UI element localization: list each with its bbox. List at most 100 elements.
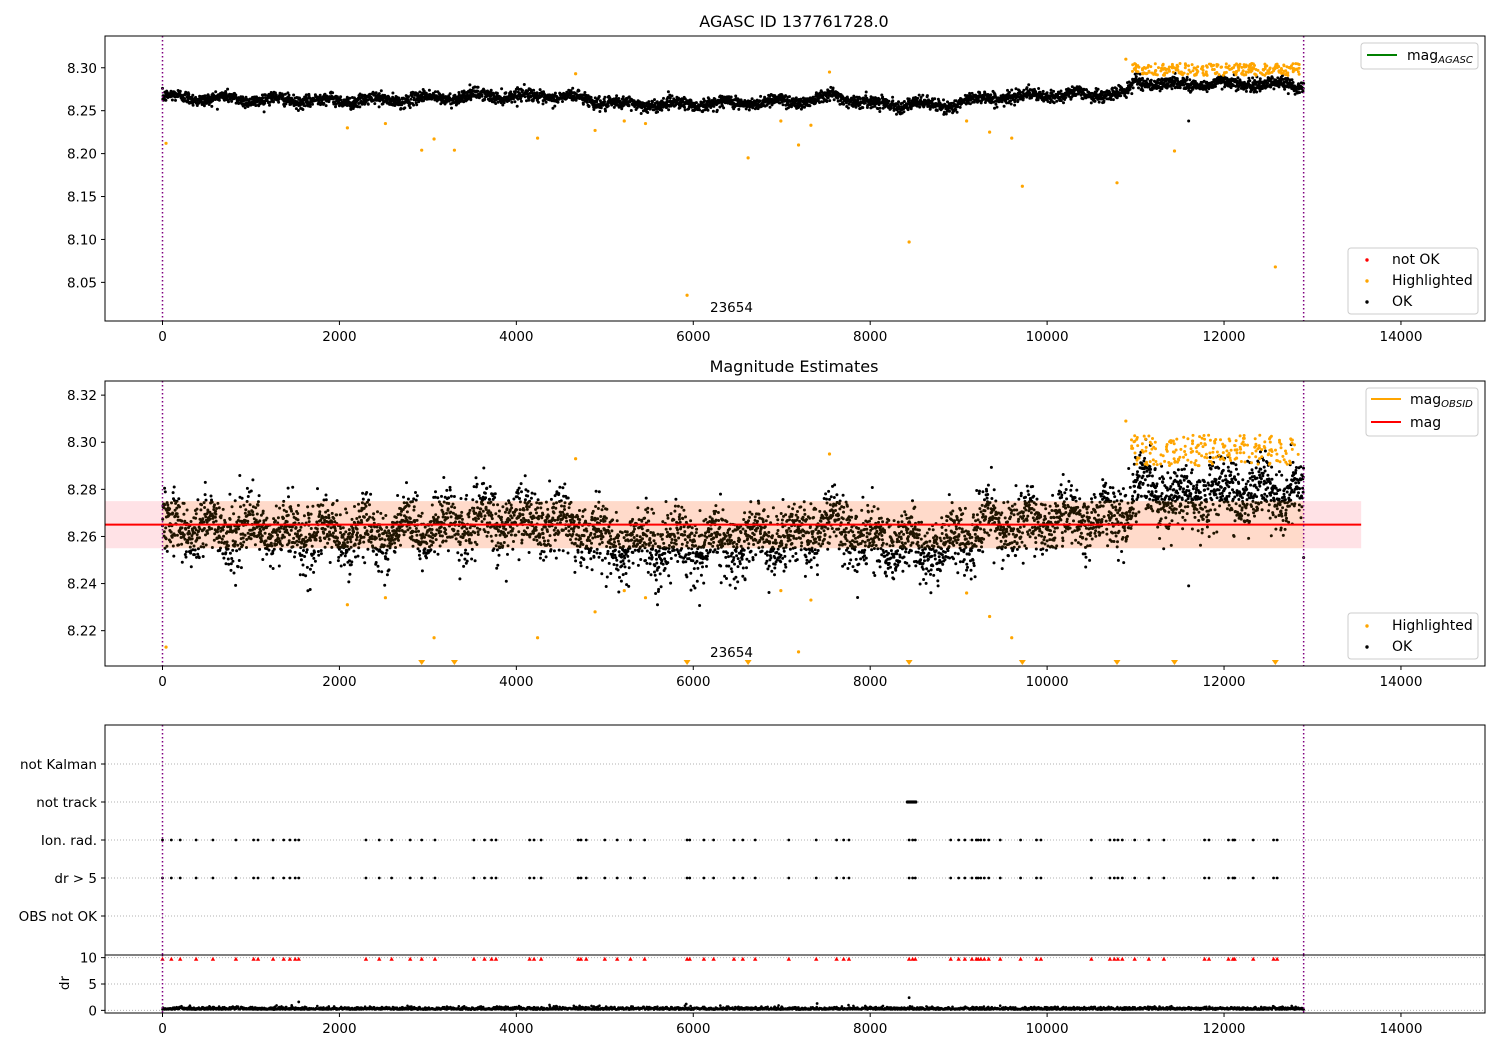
highlighted-point: [1115, 181, 1119, 185]
ok-point: [653, 98, 656, 102]
highlighted-point: [1277, 70, 1281, 74]
ok-point: [268, 564, 272, 568]
ok-point: [956, 105, 960, 109]
ok-point: [468, 83, 472, 87]
ok-point: [581, 102, 585, 106]
highlighted-point: [1179, 72, 1183, 75]
ok-point: [1052, 89, 1056, 93]
ok-point: [1009, 99, 1013, 103]
ok-point: [476, 85, 480, 89]
ok-point: [308, 105, 312, 108]
ok-point: [292, 93, 296, 97]
ok-point: [1205, 90, 1209, 94]
ok-point: [1141, 89, 1145, 92]
highlighted-point: [1232, 66, 1236, 69]
highlighted-point: [965, 119, 969, 123]
ok-point: [196, 552, 200, 556]
ok-point: [224, 92, 228, 96]
ok-point: [1255, 90, 1259, 94]
ok-point: [846, 106, 850, 110]
ok-point: [519, 99, 523, 103]
ok-point: [679, 104, 683, 108]
panel-agasc-legend-lines[interactable]: magAGASC: [1360, 42, 1479, 70]
ok-point: [412, 103, 416, 107]
ok-point: [226, 557, 230, 561]
ok-point: [715, 108, 719, 112]
ok-point: [252, 99, 256, 103]
ok-point: [1146, 77, 1150, 81]
ok-point: [294, 107, 298, 111]
highlighted-point: [1134, 69, 1138, 73]
ok-point: [895, 112, 898, 116]
ok-point: [407, 95, 410, 99]
panel-mag-title: Magnitude Estimates: [710, 357, 879, 376]
ok-point: [737, 107, 741, 111]
ok-point: [836, 96, 840, 100]
ok-point: [271, 567, 275, 570]
ok-point: [227, 562, 231, 566]
ok-point: [1258, 77, 1262, 81]
ok-point: [189, 565, 193, 569]
ok-point: [889, 106, 893, 110]
ok-point: [978, 91, 982, 95]
ok-point: [544, 100, 548, 104]
ok-point: [293, 550, 297, 554]
ok-point: [366, 102, 370, 106]
ok-point: [811, 95, 815, 99]
ok-point: [1187, 119, 1191, 123]
ok-point: [1089, 101, 1093, 105]
ok-point: [864, 90, 868, 94]
ok-point: [750, 97, 754, 101]
highlighted-point: [1164, 68, 1168, 72]
ok-point: [955, 110, 959, 114]
ok-point: [589, 95, 593, 99]
ok-point: [608, 96, 612, 100]
ok-point: [773, 94, 777, 98]
ok-point: [228, 551, 232, 555]
highlighted-point: [907, 240, 911, 244]
ok-point: [500, 87, 504, 91]
ok-point: [234, 93, 238, 97]
ok-point: [639, 112, 643, 115]
ok-point: [1214, 84, 1217, 88]
ok-point: [229, 562, 233, 566]
highlighted-point: [1235, 70, 1238, 74]
highlighted-point: [1153, 62, 1157, 66]
ok-point: [1137, 86, 1140, 90]
ok-points: [161, 71, 1306, 123]
highlighted-point: [1220, 65, 1224, 69]
ok-point: [585, 100, 589, 104]
ok-point: [1010, 88, 1014, 92]
ok-point: [881, 95, 885, 99]
ok-point: [1102, 99, 1106, 103]
ok-point: [284, 102, 288, 106]
ok-point: [287, 93, 291, 97]
highlighted-point: [574, 72, 578, 76]
ok-point: [303, 555, 307, 558]
ok-point: [902, 100, 906, 103]
ok-point: [283, 92, 287, 96]
highlighted-point: [1250, 68, 1254, 72]
ok-point: [236, 565, 240, 569]
y-tick-label: 8.05: [67, 275, 97, 291]
ok-point: [878, 110, 882, 113]
ok-point: [925, 94, 929, 98]
ok-point: [831, 86, 835, 90]
ok-point: [267, 548, 271, 552]
highlighted-point: [1155, 73, 1159, 77]
panel-agasc-annotation: 23654: [710, 300, 753, 316]
ok-point: [286, 486, 290, 490]
highlighted-point: [1161, 67, 1165, 71]
highlighted-point: [1285, 65, 1289, 69]
highlighted-point: [1134, 64, 1138, 68]
ok-point: [529, 95, 533, 99]
highlighted-point: [535, 136, 540, 140]
ok-point: [1111, 86, 1114, 90]
ok-point: [196, 498, 200, 502]
ok-point: [373, 102, 377, 106]
ok-point: [201, 555, 205, 558]
ok-point: [597, 95, 601, 98]
ok-point: [298, 573, 302, 577]
ok-point: [1093, 99, 1097, 103]
panel-agasc-legend-points[interactable]: not OK Highlighted OK: [1347, 247, 1479, 315]
